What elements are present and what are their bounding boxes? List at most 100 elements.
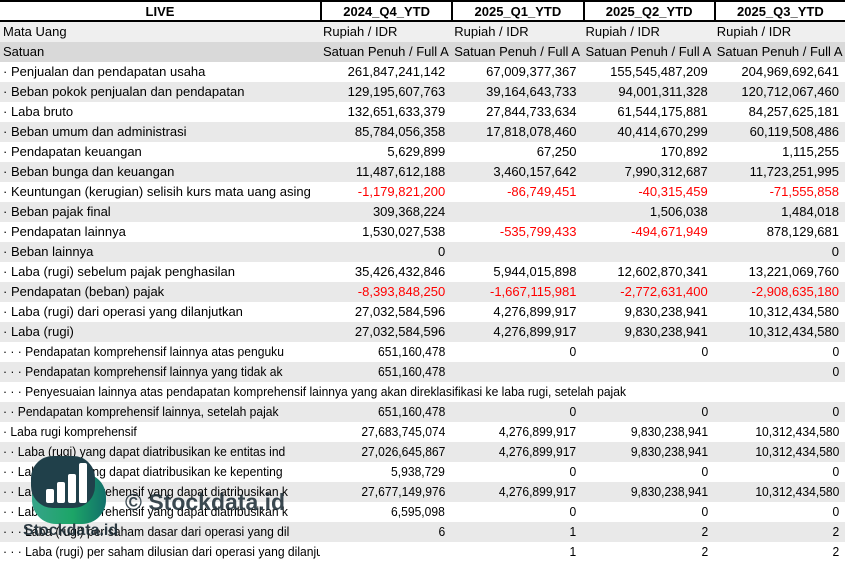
value-cell-2025_q3_ytd: 0 [831, 244, 839, 259]
meta-row-mata-uang: Mata Uang Rupiah / IDR Rupiah / IDR Rupiah … [0, 22, 845, 42]
value-cell-2024_q4_ytd: 1,530,027,538 [362, 224, 446, 239]
table-row: · · · Laba (rugi) per saham dasar dari o… [0, 522, 845, 542]
table-row: · Beban pokok penjualan dan pendapatan 12… [0, 82, 845, 102]
value-cell-2025_q1_ytd: 5,944,015,898 [493, 264, 577, 279]
value-cell-2025_q3_ytd: 1,115,255 [782, 144, 839, 159]
row-label: · Laba rugi komprehensif [3, 424, 137, 439]
value-cell-2025_q1_ytd: 67,250 [536, 144, 577, 159]
value-cell-2025_q1_ytd [451, 242, 582, 262]
table-row: · Laba bruto 132,651,633,379 27,844,733,63… [0, 102, 845, 122]
table-row: · Pendapatan (beban) pajak -8,393,848,250… [0, 282, 845, 302]
table-header-row: LIVE 2024_Q4_YTD 2025_Q1_YTD 2025_Q2_YTD 20… [0, 0, 845, 22]
value-cell-2025_q2_ytd [583, 242, 714, 262]
value-cell-2024_q4_ytd: 27,032,584,596 [354, 304, 446, 319]
value-cell-2025_q1_ytd: 4,276,899,917 [499, 484, 577, 499]
table-row: · Laba rugi komprehensif 27,683,745,074 4,… [0, 422, 845, 442]
value-cell-2025_q1_ytd: 0 [569, 464, 577, 479]
value-cell-2025_q3_ytd: 10,312,434,580 [748, 324, 839, 339]
value-cell-2025_q2_ytd: -40,315,459 [638, 184, 708, 199]
table-row: · · · Pendapatan komprehensif lainnya ya… [0, 362, 845, 382]
table-row: · · Laba (rugi) yang dapat diatribusikan… [0, 442, 845, 462]
row-label: · Laba (rugi) dari operasi yang dilanjut… [3, 304, 243, 319]
value-cell-2025_q2_ytd: 0 [701, 344, 708, 359]
value-cell-2025_q3_ytd: 0 [832, 344, 839, 359]
value-cell-2025_q1_ytd: 4,276,899,917 [499, 444, 577, 459]
value-cell-2024_q4_ytd: 651,160,478 [378, 404, 446, 419]
value-cell-2025_q2_ytd: 7,990,312,687 [624, 164, 708, 179]
value-cell-2025_q3_ytd: 13,221,069,760 [748, 264, 839, 279]
value-cell-2025_q1_ytd: 4,276,899,917 [499, 424, 577, 439]
value-cell-2024_q4_ytd: 27,683,745,074 [361, 424, 446, 439]
value-cell-2024_q4_ytd: 132,651,633,379 [347, 104, 446, 119]
value-cell-2025_q3_ytd: 84,257,625,181 [748, 104, 839, 119]
meta-value-cell: Rupiah / IDR [454, 24, 529, 39]
value-cell-2025_q1_ytd: 3,460,157,642 [493, 164, 577, 179]
value-cell-2025_q3_ytd: 120,712,067,460 [741, 84, 839, 99]
table-row: · Laba (rugi) 27,032,584,596 4,276,899,917… [0, 322, 845, 342]
row-label: · Penjualan dan pendapatan usaha [3, 64, 206, 79]
row-label: · · Laba (rugi) yang dapat diatribusikan… [3, 444, 286, 459]
value-cell-2025_q2_ytd: 9,830,238,941 [630, 484, 708, 499]
value-cell-2025_q3_ytd: 10,312,434,580 [754, 484, 839, 499]
value-cell-2025_q1_ytd [451, 362, 582, 382]
value-cell-2025_q2_ytd: 9,830,238,941 [630, 444, 708, 459]
value-cell-2025_q1_ytd: 0 [569, 344, 577, 359]
value-cell-2025_q1_ytd: 0 [569, 504, 577, 519]
value-cell-2025_q1_ytd: -86,749,451 [507, 184, 577, 199]
table-row: · · Pendapatan komprehensif lainnya, set… [0, 402, 845, 422]
table-row: · · · Laba (rugi) per saham dilusian dar… [0, 542, 845, 561]
table-row: · Beban lainnya 0 0 [0, 242, 845, 262]
table-row: · Penjualan dan pendapatan usaha 261,847,… [0, 62, 845, 82]
value-cell-2025_q1_ytd: 1 [569, 544, 577, 559]
column-header-2024_q4_ytd: 2024_Q4_YTD [320, 2, 451, 20]
table-row: · Beban bunga dan keuangan 11,487,612,188… [0, 162, 845, 182]
value-cell-2025_q1_ytd: 0 [569, 404, 577, 419]
meta-value-cell: Satuan Penuh / Full A [585, 44, 712, 59]
row-label: · · · Laba (rugi) per saham dilusian dar… [3, 544, 320, 559]
value-cell-2025_q2_ytd: 1,506,038 [649, 204, 708, 219]
value-cell-2025_q1_ytd: 39,164,643,733 [486, 84, 577, 99]
column-header-2025_q2_ytd: 2025_Q2_YTD [582, 2, 714, 20]
value-cell-2025_q3_ytd: 0 [832, 404, 839, 419]
watermark-brand-text: Stockdata.id [23, 522, 119, 539]
value-cell-2024_q4_ytd: 6,595,098 [391, 504, 446, 519]
value-cell-2025_q3_ytd: 878,129,681 [766, 224, 839, 239]
value-cell-2025_q3_ytd: 60,119,508,486 [749, 124, 839, 139]
meta-value-cell: Rupiah / IDR [585, 24, 660, 39]
column-header-2025_q3_ytd: 2025_Q3_YTD [713, 2, 845, 20]
meta-row-label: Satuan [3, 44, 45, 59]
row-label: · Beban lainnya [3, 244, 94, 259]
value-cell-2024_q4_ytd: -1,179,821,200 [357, 184, 446, 199]
table-row: · Keuntungan (kerugian) selisih kurs mat… [0, 182, 845, 202]
value-cell-2025_q2_ytd: 0 [701, 404, 708, 419]
row-label: · Pendapatan lainnya [3, 224, 126, 239]
value-cell-2025_q1_ytd: 67,009,377,367 [486, 64, 577, 79]
value-cell-2024_q4_ytd: 5,629,899 [387, 144, 446, 159]
value-cell-2025_q3_ytd: 11,723,251,995 [749, 164, 839, 179]
value-cell-2025_q2_ytd: 61,544,175,881 [617, 104, 708, 119]
value-cell-2024_q4_ytd: 27,677,149,976 [361, 484, 446, 499]
row-label: · Pendapatan (beban) pajak [3, 284, 165, 299]
value-cell-2025_q2_ytd: 155,545,487,209 [610, 64, 708, 79]
value-cell-2024_q4_ytd: 35,426,432,846 [354, 264, 446, 279]
value-cell-2025_q3_ytd: -71,555,858 [769, 184, 839, 199]
corner-header-live: LIVE [145, 3, 175, 19]
value-cell-2024_q4_ytd: -8,393,848,250 [357, 284, 446, 299]
value-cell-2025_q3_ytd: 1,484,018 [781, 204, 839, 219]
value-cell-2025_q3_ytd: 0 [832, 464, 839, 479]
value-cell-2024_q4_ytd: 261,847,241,142 [347, 64, 446, 79]
value-cell-2025_q3_ytd: 2 [832, 524, 839, 539]
meta-value-cell: Satuan Penuh / Full A [716, 44, 843, 59]
value-cell-2025_q2_ytd: 40,414,670,299 [617, 124, 708, 139]
meta-value-cell: Satuan Penuh / Full A [323, 44, 449, 59]
value-cell-2025_q2_ytd: 12,602,870,341 [617, 264, 708, 279]
row-label: · · · Laba (rugi) per saham dasar dari o… [3, 524, 290, 539]
value-cell-2024_q4_ytd [320, 542, 451, 561]
value-cell-2025_q2_ytd: -494,671,949 [631, 224, 708, 239]
meta-value-cell: Rupiah / IDR [716, 24, 792, 39]
row-label: · · Pendapatan komprehensif lainnya, set… [3, 404, 279, 419]
value-cell-2025_q3_ytd: 10,312,434,580 [754, 424, 839, 439]
value-cell-2025_q3_ytd: 10,312,434,580 [748, 304, 839, 319]
value-cell-2024_q4_ytd: 129,195,607,763 [347, 84, 446, 99]
watermark-copyright-text: © Stockdata.id [125, 489, 286, 515]
